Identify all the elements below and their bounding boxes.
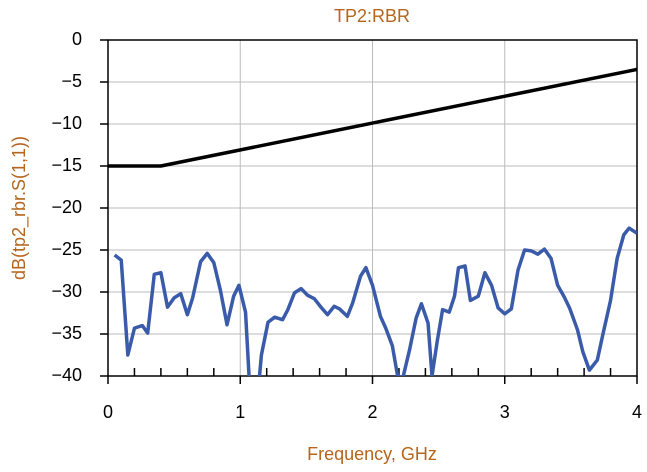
y-tick-label: −30	[51, 281, 82, 301]
y-tick-label: 0	[72, 29, 82, 49]
x-tick-label: 2	[367, 402, 377, 422]
series-line	[108, 67, 637, 168]
y-tick-label: −5	[61, 71, 82, 91]
y-tick-label: −10	[51, 113, 82, 133]
x-tick-label: 0	[103, 402, 113, 422]
y-tick-label: −40	[51, 365, 82, 385]
y-tick-label: −35	[51, 323, 82, 343]
chart-title: TP2:RBR	[334, 6, 410, 26]
x-tick-label: 3	[500, 402, 510, 422]
y-tick-label: −25	[51, 239, 82, 259]
y-tick-label: −20	[51, 197, 82, 217]
plot-frame	[107, 39, 638, 377]
x-tick-label: 4	[632, 402, 642, 422]
y-axis-label: dB(tp2_rbr.S(1,1))	[9, 136, 30, 280]
x-axis-label: Frequency, GHz	[307, 444, 437, 464]
series-line	[113, 226, 637, 376]
x-tick-label: 1	[235, 402, 245, 422]
y-tick-label: −15	[51, 155, 82, 175]
